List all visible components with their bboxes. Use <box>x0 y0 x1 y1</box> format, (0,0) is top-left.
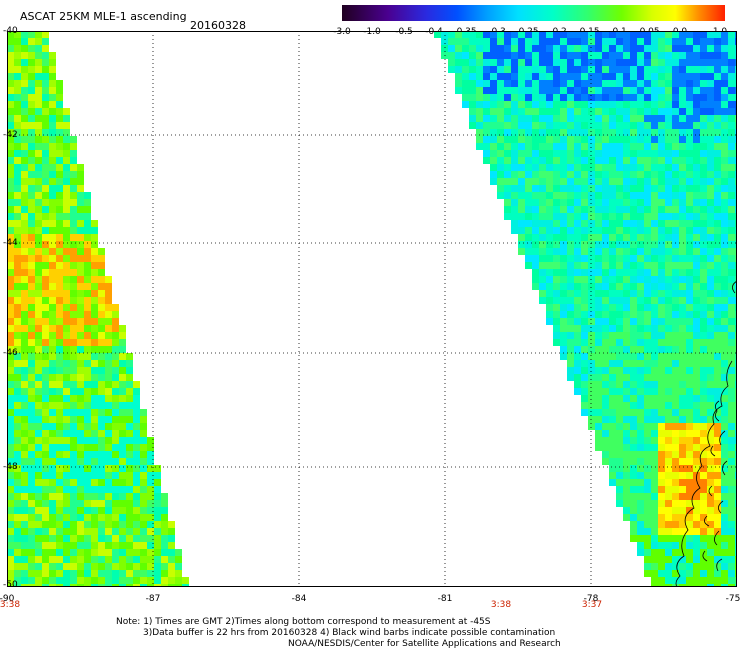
colorbar <box>342 5 725 21</box>
y-tick-label: -42 <box>3 130 18 140</box>
y-tick-label: -50 <box>3 580 18 590</box>
pass-time-mid: 3:38 <box>490 600 512 610</box>
product-title: ASCAT 25KM MLE-1 ascending <box>20 10 187 23</box>
y-tick-label: -46 <box>3 348 18 358</box>
x-tick-label: -87 <box>145 594 161 604</box>
x-tick-label: -90 <box>0 594 15 604</box>
colorbar-gradient <box>342 5 725 21</box>
coastline <box>675 280 737 587</box>
wind-map <box>7 31 737 587</box>
note-line-1: Note: 1) Times are GMT 2)Times along bot… <box>116 617 491 627</box>
x-tick-label: -84 <box>291 594 307 604</box>
x-tick-label: -81 <box>437 594 453 604</box>
y-tick-label: -44 <box>3 238 18 248</box>
y-tick-label: -48 <box>3 462 18 472</box>
note-line-3: NOAA/NESDIS/Center for Satellite Applica… <box>288 639 561 649</box>
y-axis-ticks: -40 -42 -44 -46 -48 -50 <box>3 26 37 591</box>
lat-lon-grid <box>7 31 737 587</box>
x-tick-label: -78 <box>583 594 599 604</box>
product-date: 20160328 <box>190 19 246 32</box>
note-line-2: 3)Data buffer is 22 hrs from 20160328 4)… <box>143 628 556 638</box>
pass-time-right: 3:37 <box>581 600 603 610</box>
wind-speed-cells <box>7 31 737 587</box>
pass-time-left: 3:38 <box>0 600 21 610</box>
y-tick-label: -40 <box>3 26 18 36</box>
plot-frame <box>7 31 737 587</box>
x-tick-label: -75 <box>725 594 740 604</box>
